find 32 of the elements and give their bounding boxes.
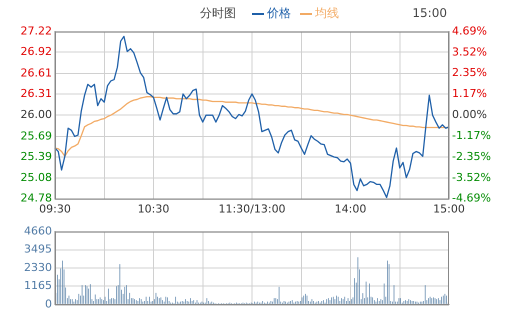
y2-tick-label: 3.52% — [452, 45, 487, 58]
y-tick-label: 27.22 — [20, 24, 52, 38]
y2-tick-label: 1.17% — [452, 87, 487, 100]
x-tick-label: 11:30/13:00 — [218, 202, 286, 216]
legend-label: 价格 — [266, 6, 291, 20]
text: 15:00 — [412, 6, 447, 20]
chart-title: 分时图 — [200, 6, 236, 20]
y-tick-label: 24.78 — [20, 192, 52, 205]
x-tick-label: 15:00 — [433, 202, 465, 216]
y2-tick-label: 2.35% — [452, 66, 487, 80]
x-tick-label: 14:00 — [334, 202, 366, 216]
y2-tick-label: -4.69% — [452, 192, 491, 205]
y-tick-label: 1165 — [24, 279, 52, 292]
y-tick-label: 4660 — [24, 224, 52, 238]
y-tick-label: 26.61 — [20, 66, 52, 80]
y2-tick-label: 0.00% — [452, 108, 487, 122]
y-tick-label: 2330 — [24, 260, 52, 274]
x-tick-label: 10:30 — [138, 202, 170, 216]
y-tick-label: 25.08 — [20, 171, 52, 184]
legend-label: 均线 — [314, 6, 339, 20]
y-tick-label: 26.00 — [20, 108, 52, 122]
y2-tick-label: 4.69% — [452, 24, 487, 38]
y2-tick-label: -3.52% — [452, 170, 491, 184]
y-tick-label: 0 — [45, 297, 52, 310]
y2-tick-label: -2.35% — [452, 150, 491, 163]
y-tick-label: 26.92 — [20, 45, 52, 58]
x-tick-label: 09:30 — [39, 202, 71, 216]
y-tick-label: 25.39 — [20, 150, 52, 163]
y-tick-label: 25.69 — [20, 129, 52, 142]
y2-tick-label: -1.17% — [452, 128, 491, 142]
y-tick-label: 3495 — [24, 242, 52, 256]
y-tick-label: 26.31 — [20, 86, 52, 100]
